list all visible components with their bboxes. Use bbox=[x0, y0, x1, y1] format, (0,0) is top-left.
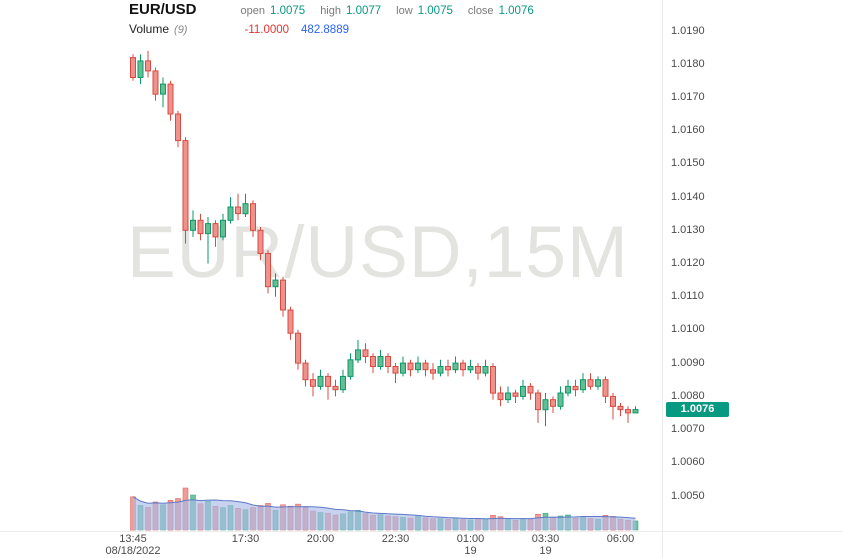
open-label: open bbox=[240, 5, 265, 17]
price-axis-separator bbox=[662, 0, 663, 558]
volume-change-value: -11.0000 bbox=[244, 24, 290, 36]
time-axis-separator bbox=[0, 531, 843, 532]
high-value: 1.0077 bbox=[345, 5, 382, 17]
last-price-badge: 1.0076 bbox=[666, 401, 729, 417]
chart-header: EUR/USD open 1.0075 high 1.0077 low 1.00… bbox=[129, 1, 549, 18]
volume-indicator-label: Volume bbox=[129, 22, 170, 36]
low-label: low bbox=[396, 5, 413, 17]
symbol-title: EUR/USD bbox=[129, 1, 197, 18]
open-value: 1.0075 bbox=[270, 5, 306, 17]
low-value: 1.0075 bbox=[417, 5, 453, 17]
close-label: close bbox=[467, 5, 494, 17]
volume-ma-value: 482.8889 bbox=[301, 24, 349, 36]
high-label: high bbox=[320, 5, 341, 17]
volume-indicator-param: (9) bbox=[174, 24, 188, 36]
close-value: 1.0076 bbox=[498, 5, 534, 17]
volume-indicator-header: Volume (9) -11.0000 482.8889 bbox=[129, 22, 349, 36]
